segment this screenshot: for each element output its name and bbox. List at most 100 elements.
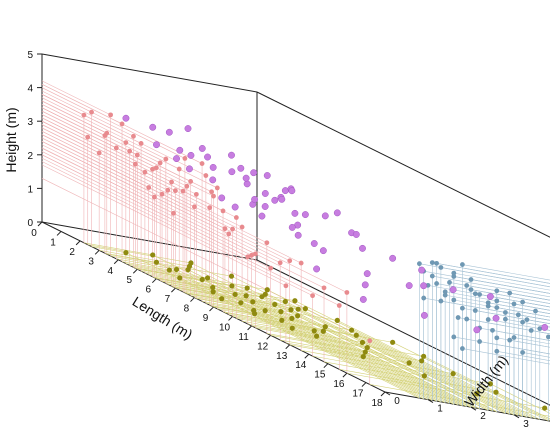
data-point xyxy=(449,286,457,294)
side-wall-projection-point xyxy=(417,261,422,267)
data-point xyxy=(261,190,269,197)
plot-box xyxy=(41,53,550,422)
side-wall-projection-point xyxy=(494,288,500,294)
floor-projection-point xyxy=(173,266,180,273)
side-wall-projection-point xyxy=(524,317,530,323)
back-wall-projection-point xyxy=(182,156,188,161)
side-wall-projection-point xyxy=(507,337,513,343)
x-tick xyxy=(132,268,138,274)
data-point xyxy=(176,146,184,154)
back-wall-drop-line xyxy=(41,161,313,296)
floor-projection-point xyxy=(153,259,160,265)
data-point xyxy=(186,165,193,173)
back-wall-projection-point xyxy=(220,208,226,214)
side-wall-drop-line xyxy=(462,348,550,365)
floor-drop-line xyxy=(224,312,393,343)
floor-projection-point xyxy=(282,298,288,305)
side-wall-drop-line xyxy=(419,263,550,288)
floor-projection-point xyxy=(259,294,265,300)
floor-projection-point xyxy=(474,391,480,397)
back-wall-projection-point xyxy=(96,150,102,156)
floor-drop-line xyxy=(356,335,519,416)
side-wall-projection-point xyxy=(494,335,500,341)
back-wall-projection-point xyxy=(134,152,140,158)
y-tick-label: 1 xyxy=(437,404,443,415)
back-wall-projection-point xyxy=(132,161,138,167)
floor-projection-point xyxy=(295,313,301,319)
side-wall-projection-point xyxy=(485,317,491,322)
side-wall-projection-point xyxy=(494,298,500,304)
data-point xyxy=(420,311,428,319)
floor-projection-point xyxy=(450,371,456,377)
side-wall-projection-point xyxy=(537,326,543,332)
floor-drop-line xyxy=(99,250,190,267)
back-wall-drop-line xyxy=(41,124,176,191)
back-wall-projection-point xyxy=(233,215,239,220)
x-tick-label: 16 xyxy=(333,379,345,390)
y-tick xyxy=(470,406,477,411)
x-tick xyxy=(266,334,272,340)
side-wall-top-edge xyxy=(256,91,550,238)
back-wall-projection-point xyxy=(214,185,220,191)
data-point xyxy=(173,155,180,163)
side-wall-projection-point xyxy=(434,281,439,286)
data-point xyxy=(242,174,250,182)
data-point xyxy=(310,240,318,247)
floor-drop-line xyxy=(363,356,463,406)
x-tick xyxy=(94,249,100,255)
x-tick xyxy=(342,372,348,378)
y-tick-label: 2 xyxy=(480,411,486,422)
back-wall-projection-point xyxy=(176,166,182,172)
x-tick xyxy=(304,353,310,359)
data-point xyxy=(209,163,217,171)
data-point xyxy=(251,195,259,203)
back-wall-projection-point xyxy=(239,224,245,230)
side-wall-projection-point xyxy=(464,283,470,288)
data-point xyxy=(363,270,371,278)
x-tick xyxy=(323,363,329,369)
floor-projection-point xyxy=(238,300,244,306)
side-wall-drop-line xyxy=(453,299,550,318)
floor-drop-line xyxy=(291,318,472,408)
x-tick-label: 0 xyxy=(31,228,37,239)
data-points xyxy=(122,114,549,334)
data-point xyxy=(218,194,226,202)
back-wall-projection-point xyxy=(146,185,152,190)
floor-drop-line xyxy=(104,252,157,263)
back-wall-projection-point xyxy=(180,188,186,194)
side-wall-drop-line xyxy=(453,272,550,291)
data-point xyxy=(359,295,367,303)
back-wall-drop-line xyxy=(41,100,218,189)
floor-drop-line xyxy=(280,311,476,409)
x-tick xyxy=(209,306,214,312)
floor-drop-line xyxy=(362,342,506,414)
side-wall-drop-line xyxy=(445,294,550,314)
floor-side-edge xyxy=(256,259,550,406)
floor-projection-point xyxy=(272,301,278,308)
floor-projection-point xyxy=(123,250,129,256)
side-wall-projection-point xyxy=(451,297,457,303)
floor-drop-line xyxy=(152,276,213,288)
data-point xyxy=(187,151,195,159)
floor-drop-line xyxy=(314,330,467,407)
side-wall-projection-point xyxy=(485,303,491,309)
floor-projection-point xyxy=(229,283,235,289)
x-tick-label: 5 xyxy=(126,275,132,286)
floor-projection-point xyxy=(542,405,548,411)
back-wall-projection-point xyxy=(150,166,155,172)
side-wall-projection-point xyxy=(451,274,457,279)
back-wall-projection-point xyxy=(152,194,157,200)
side-wall-projection-point xyxy=(507,290,513,296)
side-wall-projection-point xyxy=(429,273,435,279)
back-wall-projection-point xyxy=(171,210,176,216)
x-tick-label: 1 xyxy=(50,237,56,248)
side-wall-projection-point xyxy=(451,334,457,340)
side-wall-projection-point xyxy=(528,328,534,333)
back-wall-projection-point xyxy=(123,140,129,145)
side-wall-projection-point xyxy=(472,291,478,297)
floor-drop-line xyxy=(211,305,255,314)
side-wall-drop-line xyxy=(427,285,550,308)
z-tick-label: 0 xyxy=(27,218,33,229)
floor-projection-point xyxy=(364,344,370,351)
floor-projection-point xyxy=(250,299,256,305)
